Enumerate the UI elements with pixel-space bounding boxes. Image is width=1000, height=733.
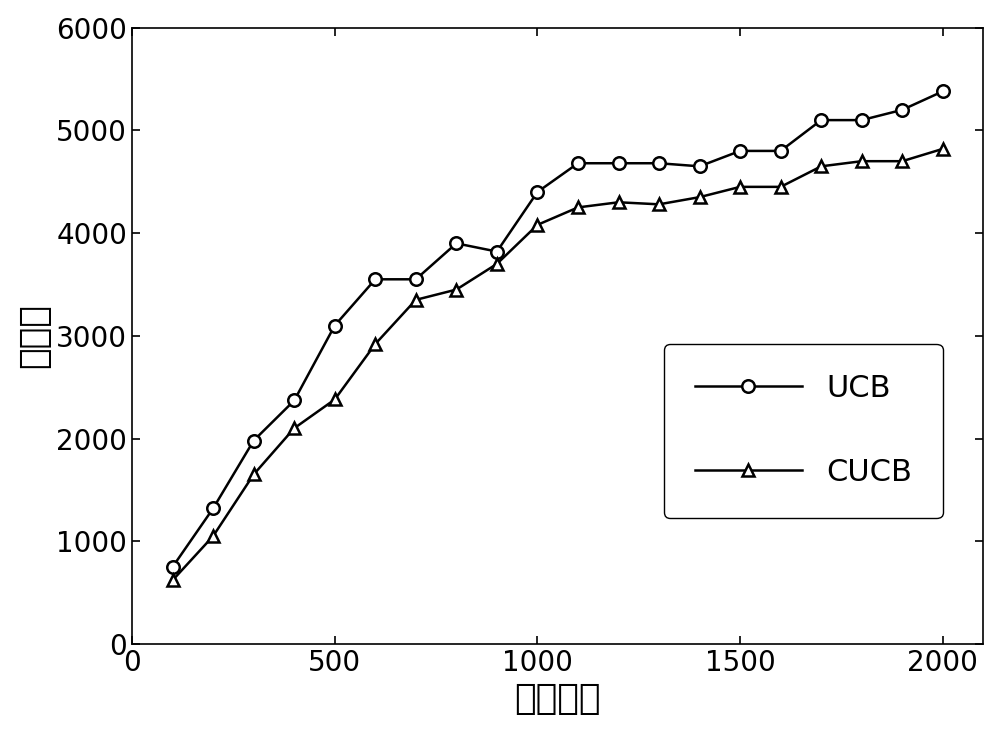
- CUCB: [207, 531, 219, 540]
- CUCB: [491, 259, 503, 268]
- Y-axis label: 后悔値: 后悔値: [17, 303, 51, 368]
- UCB: [775, 147, 787, 155]
- UCB: [450, 239, 462, 248]
- UCB: [694, 162, 706, 171]
- UCB: [410, 275, 422, 284]
- CUCB: [329, 395, 341, 404]
- UCB: [248, 436, 260, 445]
- CUCB: [531, 221, 543, 229]
- UCB: [288, 396, 300, 405]
- CUCB: [248, 470, 260, 479]
- CUCB: [653, 200, 665, 209]
- UCB: [329, 321, 341, 330]
- CUCB: [572, 203, 584, 212]
- UCB: [937, 87, 949, 96]
- UCB: [572, 159, 584, 168]
- X-axis label: 迭代次数: 迭代次数: [514, 682, 601, 716]
- CUCB: [167, 576, 179, 585]
- Line: CUCB: CUCB: [166, 143, 949, 586]
- UCB: [896, 106, 908, 114]
- UCB: [207, 504, 219, 513]
- UCB: [653, 159, 665, 168]
- CUCB: [410, 295, 422, 304]
- CUCB: [775, 183, 787, 191]
- Legend: UCB, CUCB: UCB, CUCB: [664, 344, 943, 517]
- UCB: [815, 116, 827, 125]
- CUCB: [450, 285, 462, 294]
- UCB: [369, 275, 381, 284]
- UCB: [491, 247, 503, 256]
- UCB: [856, 116, 868, 125]
- CUCB: [694, 193, 706, 202]
- UCB: [167, 562, 179, 571]
- CUCB: [856, 157, 868, 166]
- CUCB: [815, 162, 827, 171]
- CUCB: [896, 157, 908, 166]
- CUCB: [369, 339, 381, 348]
- UCB: [613, 159, 625, 168]
- CUCB: [288, 424, 300, 432]
- CUCB: [734, 183, 746, 191]
- CUCB: [937, 144, 949, 153]
- UCB: [531, 188, 543, 196]
- UCB: [734, 147, 746, 155]
- Line: UCB: UCB: [166, 85, 949, 573]
- CUCB: [613, 198, 625, 207]
